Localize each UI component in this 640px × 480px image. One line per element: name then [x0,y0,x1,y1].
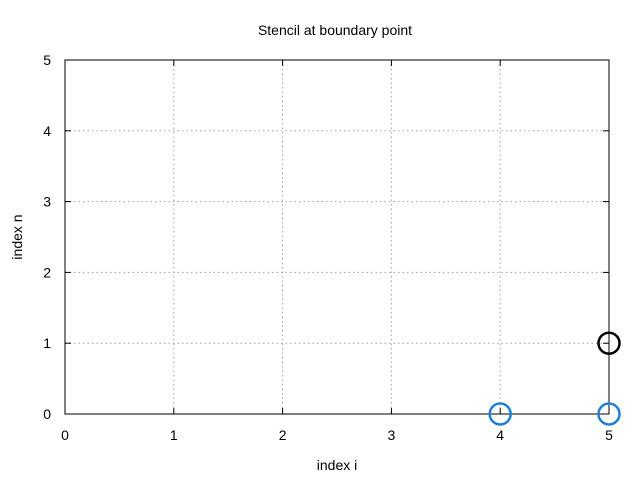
y-tick-label: 4 [43,123,51,139]
grid-layer [65,60,609,414]
x-axis-label: index i [317,457,357,473]
points-layer [488,331,621,426]
data-point [597,331,621,355]
x-tick-label: 1 [170,427,178,443]
plot-frame [64,59,610,415]
data-point [488,402,512,426]
y-tick-label: 3 [43,194,51,210]
x-tick-label: 5 [605,427,613,443]
x-tick-label: 4 [496,427,504,443]
x-tick-label: 0 [61,427,69,443]
chart-title: Stencil at boundary point [258,22,412,38]
tick-layer: 0 1 2 3 4 5 0 1 2 3 4 5 [43,52,613,443]
y-tick-label: 1 [43,335,51,351]
y-tick-label: 5 [43,52,51,68]
y-tick-label: 0 [43,406,51,422]
data-point [597,402,621,426]
x-tick-label: 3 [388,427,396,443]
x-tick-label: 2 [279,427,287,443]
y-tick-label: 2 [43,264,51,280]
y-axis-label: index n [9,214,25,259]
